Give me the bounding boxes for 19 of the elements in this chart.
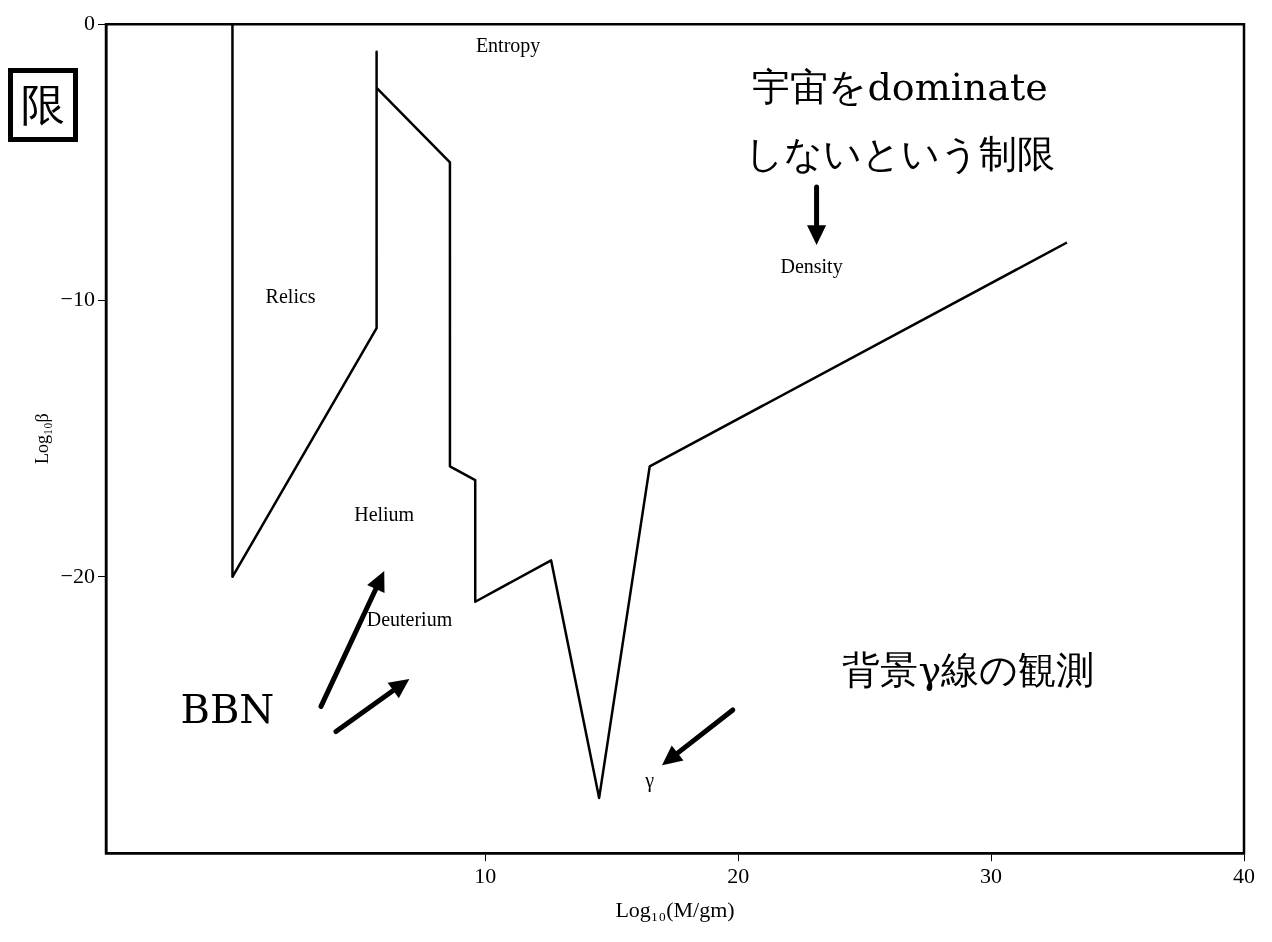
annotation: 宇宙をdominate しないという制限	[745, 65, 1056, 176]
annotation: BBN	[180, 685, 275, 732]
annotation: 背景γ線の観測	[842, 648, 1095, 693]
annotation: Density	[780, 254, 843, 278]
text: 限	[8, 68, 78, 142]
annotation: Helium	[354, 503, 415, 526]
x-tick-label: 20	[727, 863, 750, 889]
annotation: Relics	[265, 285, 316, 308]
y-tick-label: −20	[60, 562, 96, 588]
x-tick-label: 30	[980, 863, 1003, 889]
x-tick-label: 10	[474, 863, 497, 889]
x-axis-title: Log₁₀(M/gm)	[615, 896, 735, 922]
x-tick-label: 40	[1233, 863, 1255, 889]
y-axis-title: Log₁₀β	[31, 413, 52, 465]
annotation: Entropy	[475, 33, 541, 57]
y-tick-label: 0	[84, 9, 96, 35]
annotation: γ	[644, 768, 655, 792]
annotation: Deuterium	[366, 608, 453, 631]
y-tick-label: −10	[60, 286, 96, 312]
